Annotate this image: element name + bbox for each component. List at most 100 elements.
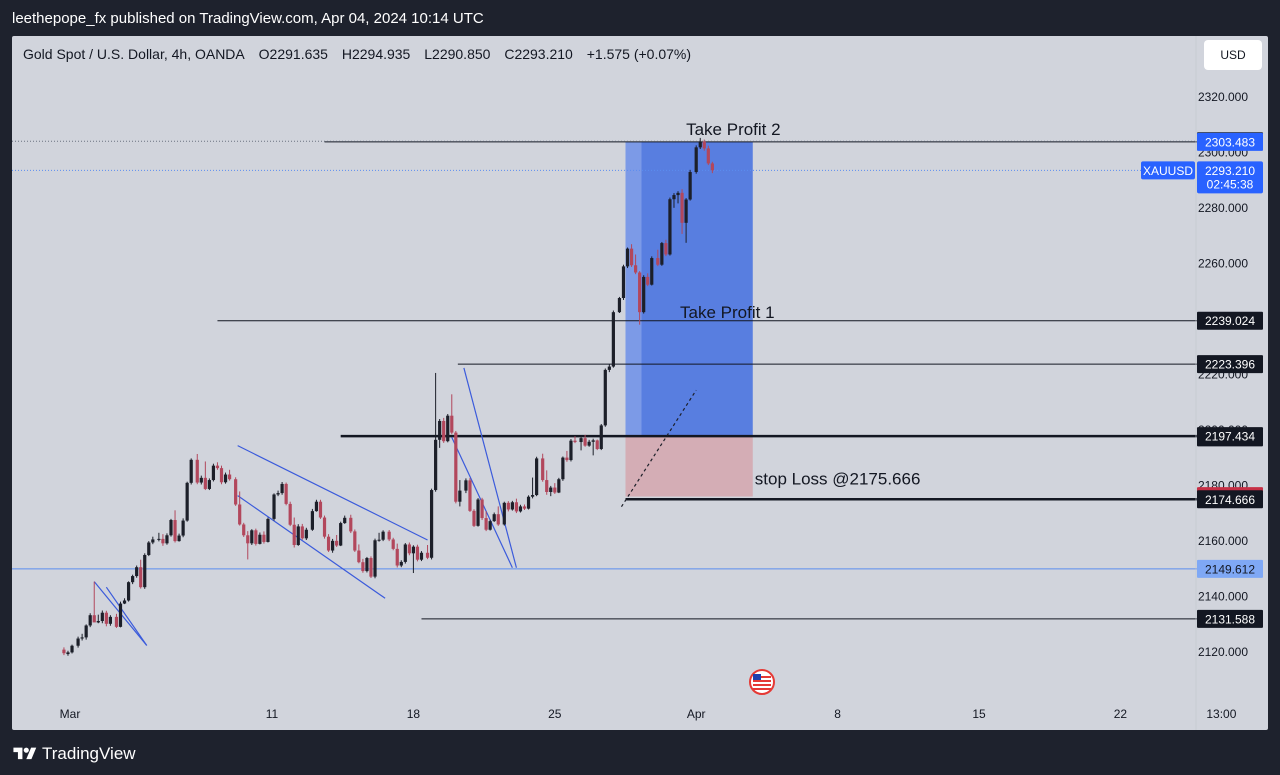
candle [502, 501, 506, 526]
candle-body [262, 534, 266, 542]
candle-body [518, 506, 523, 512]
candle-body [349, 517, 353, 532]
candle [361, 558, 365, 573]
candle-body [288, 503, 292, 525]
candle [617, 296, 622, 314]
candle-body [227, 474, 232, 480]
candle-body [488, 521, 492, 530]
candle-body [395, 548, 399, 566]
candle [203, 461, 207, 491]
chart-panel[interactable]: Take Profit 2 Take Profit 1 stop Loss @217… [12, 36, 1268, 730]
candle [660, 241, 664, 266]
candle [583, 434, 587, 447]
candle-body [535, 458, 539, 496]
candle-body [694, 147, 698, 173]
candle [300, 523, 304, 540]
candle [88, 613, 92, 628]
candle [108, 615, 112, 626]
candle [541, 453, 545, 482]
candle-body [664, 243, 668, 255]
candle [238, 491, 242, 526]
candle-body [446, 415, 450, 442]
candle-body [688, 172, 692, 200]
candle [381, 530, 385, 542]
candle [468, 478, 472, 512]
candle [454, 430, 458, 504]
candle-body [611, 312, 615, 367]
candle [266, 517, 270, 543]
candle [549, 485, 553, 497]
trendline [620, 389, 697, 508]
candle [565, 450, 569, 462]
candle-body [314, 501, 319, 512]
candle [250, 529, 254, 545]
candle-body [108, 616, 112, 624]
currency-button[interactable]: USD [1204, 40, 1262, 70]
candle [135, 565, 139, 578]
candle-body [381, 531, 385, 540]
stop-zone [625, 436, 753, 497]
candle-body [672, 195, 676, 200]
candle-body [169, 520, 173, 536]
candle [656, 249, 660, 267]
candle-body [280, 483, 284, 494]
candle [557, 477, 561, 494]
candle-body [545, 480, 549, 492]
candle-body [310, 511, 314, 530]
candle [573, 436, 577, 444]
candle-body [195, 459, 199, 483]
candle-body [468, 480, 472, 511]
price-marker-bg [1197, 609, 1263, 628]
candle [215, 462, 220, 470]
candle-body [114, 616, 119, 627]
current-price-label: 2293.210 [1205, 164, 1255, 178]
candle-body [407, 544, 411, 554]
candle-body [573, 440, 577, 443]
candle-body [185, 482, 189, 521]
candle-body [151, 539, 155, 543]
candle [395, 543, 399, 568]
price-marker-bg [1197, 355, 1263, 374]
candle [522, 504, 527, 511]
candle-body [710, 163, 714, 171]
candle [488, 519, 492, 531]
candle [680, 189, 684, 234]
candle [438, 419, 442, 448]
candle-body [357, 550, 361, 563]
price-chart[interactable]: Take Profit 2 Take Profit 1 stop Loss @217… [12, 36, 1268, 730]
x-tick-label: Apr [687, 707, 706, 721]
candle-body [638, 272, 642, 313]
flag-stripe [753, 680, 771, 682]
candle-body [541, 458, 545, 481]
candle-body [126, 582, 131, 601]
y-tick-label: 2140.000 [1198, 590, 1248, 604]
candle-body [118, 603, 123, 627]
price-axis-marker: 2149.612 [1197, 559, 1263, 578]
candle [599, 424, 603, 451]
candle [66, 650, 70, 656]
candle [611, 310, 615, 368]
candle-body [223, 474, 228, 483]
candle [181, 518, 185, 538]
price-axis-marker: 2174.666 [1197, 490, 1263, 509]
candle-body [429, 490, 434, 558]
candle-body [391, 539, 395, 549]
candle [446, 414, 450, 443]
candle-body [266, 518, 270, 542]
stop-loss-label: stop Loss @2175.666 [755, 470, 921, 489]
candle [161, 534, 165, 546]
candle-body [607, 366, 611, 370]
candle-body [634, 265, 638, 273]
trendline [463, 367, 518, 568]
candle-body [80, 637, 84, 639]
candle [458, 480, 462, 507]
symbol-title: Gold Spot / U.S. Dollar, 4h, OANDA [23, 46, 245, 62]
candle-body [464, 480, 468, 491]
candle [545, 470, 549, 495]
legend-low: L2290.850 [424, 46, 491, 62]
candle-body [276, 493, 280, 495]
candle [434, 372, 438, 492]
candle [634, 254, 638, 275]
candle-body [530, 495, 535, 497]
candle [353, 529, 357, 552]
